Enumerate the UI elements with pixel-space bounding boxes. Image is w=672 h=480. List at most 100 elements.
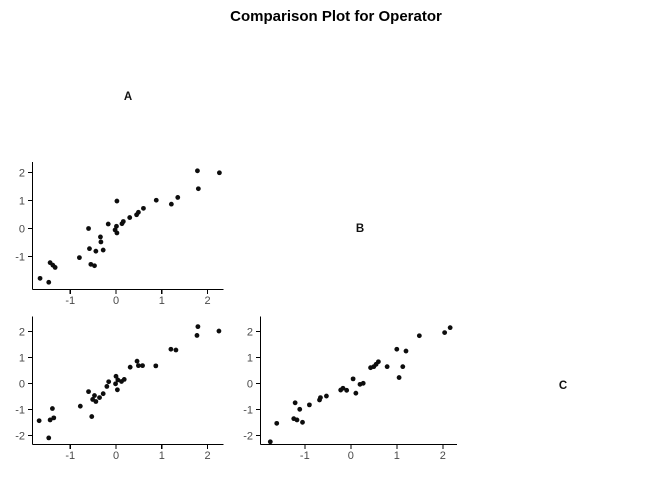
data-point	[93, 399, 99, 404]
data-point	[97, 395, 102, 400]
data-point	[442, 330, 448, 335]
data-point	[353, 390, 359, 396]
data-point	[274, 420, 280, 426]
data-point	[52, 265, 58, 270]
x-tick-label: 2	[204, 450, 210, 462]
data-point	[46, 279, 52, 285]
data-point	[195, 186, 201, 192]
data-point	[175, 195, 181, 200]
data-point	[360, 380, 366, 386]
data-point	[344, 387, 350, 393]
data-point	[87, 246, 92, 252]
data-point	[195, 324, 201, 330]
data-point	[114, 198, 120, 204]
data-point	[98, 239, 104, 245]
data-point	[114, 223, 119, 229]
scatter-panel-b-vs-a: -1 0 1 2 2 1 0 -1	[15, 162, 224, 307]
chart-title: Comparison Plot for Operator	[230, 8, 442, 25]
x-tick-label: 0	[348, 450, 354, 462]
scatter-panel-c-vs-a: -1 0 1 2 2 1 0 -1 -2	[15, 316, 224, 462]
data-point	[92, 393, 97, 398]
data-point	[113, 373, 119, 379]
x-tick-label: -1	[300, 450, 310, 462]
data-point	[106, 379, 112, 385]
y-tick-label: -1	[243, 404, 253, 416]
data-point	[120, 219, 126, 224]
data-point	[318, 395, 323, 400]
x-tick-label: 0	[113, 450, 119, 462]
y-tick-label: 1	[19, 352, 25, 364]
x-tick-label: -1	[65, 450, 75, 462]
data-point	[350, 376, 356, 382]
y-tick-label: -2	[15, 430, 25, 442]
data-point	[294, 417, 300, 423]
data-point	[292, 400, 298, 406]
data-point	[195, 168, 200, 174]
data-point	[88, 261, 94, 267]
data-point	[86, 226, 91, 231]
data-point	[136, 209, 141, 215]
data-point	[300, 419, 305, 425]
y-tick-label: 2	[247, 326, 253, 338]
data-point	[134, 358, 140, 364]
y-tick-label: 2	[19, 168, 25, 180]
data-point	[92, 263, 97, 269]
data-point	[400, 364, 406, 370]
data-point	[77, 403, 83, 409]
data-point	[77, 255, 82, 261]
data-point	[141, 205, 146, 211]
data-point	[403, 348, 409, 354]
data-point	[104, 384, 110, 389]
data-point	[98, 234, 103, 240]
data-point	[100, 247, 106, 253]
data-point	[396, 375, 402, 380]
data-point	[153, 197, 159, 203]
scatter-panel-c-vs-b: -1 0 1 2 2 1 0 -1 -2	[243, 316, 457, 462]
data-point	[297, 406, 303, 412]
data-point	[216, 328, 222, 334]
y-tick-label: 2	[19, 326, 25, 338]
y-tick-label: 1	[247, 352, 253, 364]
data-point	[216, 170, 222, 176]
x-tick-label: -1	[65, 295, 75, 307]
x-tick-label: 1	[159, 450, 165, 462]
data-point	[376, 359, 381, 365]
data-point	[51, 415, 57, 421]
data-point	[46, 435, 52, 441]
data-point	[113, 381, 118, 387]
x-tick-label: 2	[440, 450, 446, 462]
data-point	[136, 363, 141, 369]
data-point	[47, 417, 53, 423]
diagonal-label-operator-b: B	[356, 223, 364, 235]
y-tick-label: 0	[247, 378, 253, 390]
diagonal-label-operator-a: A	[124, 91, 132, 103]
x-tick-label: 1	[394, 450, 400, 462]
x-tick-label: 1	[159, 295, 165, 307]
data-point	[168, 346, 174, 352]
data-point	[127, 364, 133, 370]
data-point	[267, 439, 273, 445]
data-point	[324, 393, 329, 399]
data-point	[37, 275, 43, 281]
data-point	[416, 333, 422, 339]
data-point	[50, 406, 55, 411]
data-point	[340, 385, 346, 391]
data-point	[394, 346, 400, 352]
y-tick-label: 1	[19, 196, 25, 208]
data-point	[114, 230, 120, 236]
data-point	[89, 414, 95, 419]
data-point	[86, 389, 91, 395]
data-point	[307, 402, 312, 408]
data-point	[194, 333, 200, 338]
y-tick-label: -1	[15, 404, 25, 416]
data-point	[153, 363, 159, 369]
data-point	[447, 325, 453, 331]
data-point	[127, 215, 133, 220]
y-tick-label: -2	[243, 430, 253, 442]
data-point	[100, 391, 106, 397]
data-point	[384, 364, 390, 370]
data-point	[168, 201, 174, 207]
y-tick-label: -1	[15, 252, 25, 264]
